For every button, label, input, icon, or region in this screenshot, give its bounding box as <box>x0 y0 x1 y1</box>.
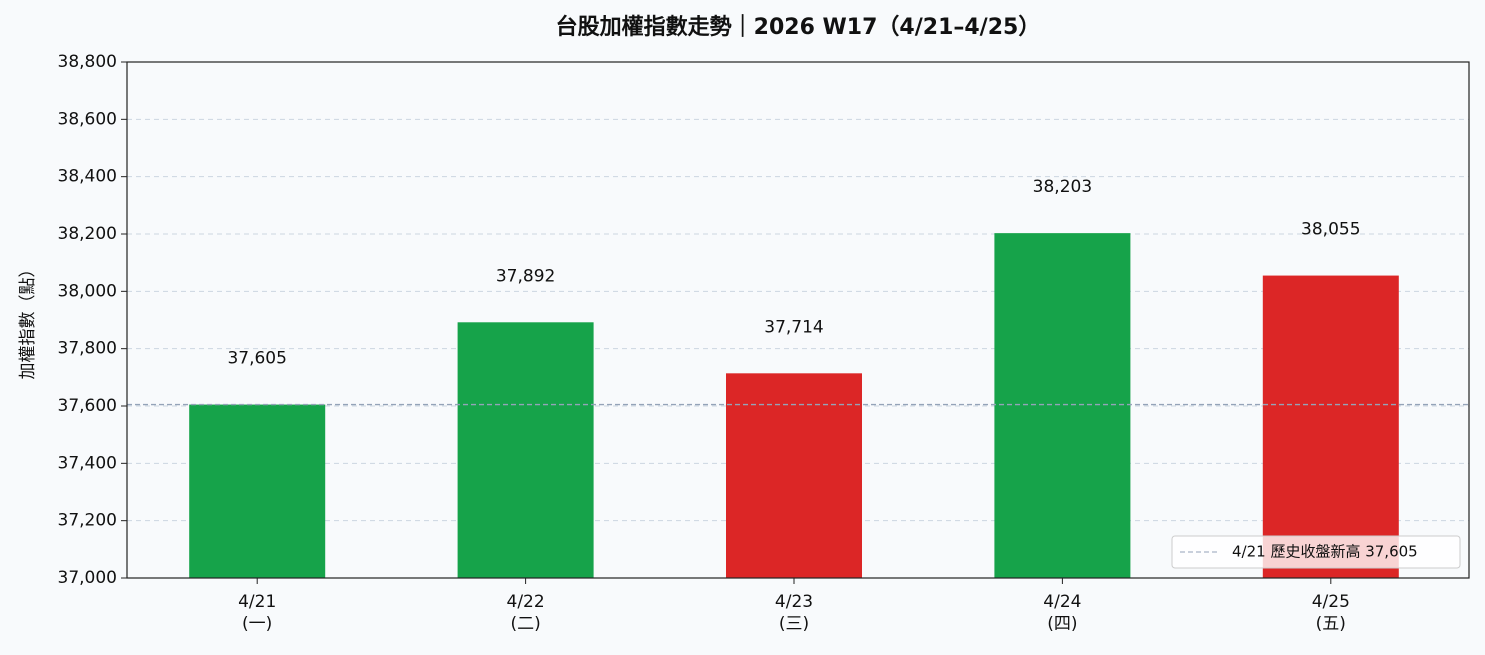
value-label: 38,055 <box>1301 220 1360 240</box>
y-axis-label: 加權指數（點） <box>18 261 38 380</box>
value-label: 37,605 <box>227 349 286 369</box>
y-tick-label: 37,800 <box>58 339 117 359</box>
bar <box>726 373 862 578</box>
bar <box>1262 275 1399 578</box>
y-tick-label: 38,600 <box>58 109 117 129</box>
bar <box>994 233 1131 578</box>
bar <box>189 404 326 578</box>
value-label: 37,714 <box>764 317 823 337</box>
y-tick-label: 38,000 <box>58 281 117 301</box>
y-tick-label: 37,200 <box>58 511 117 531</box>
legend-box <box>1171 535 1461 569</box>
x-tick-label: 4/23 (三) <box>774 592 814 634</box>
value-label: 37,892 <box>496 266 555 286</box>
y-tick-label: 38,400 <box>58 167 117 187</box>
plot-frame <box>126 61 1470 579</box>
x-tick-label: 4/21 (一) <box>238 592 277 634</box>
legend-label: 4/21 歷史收盤新高 37,605 <box>1232 543 1418 561</box>
x-tick-label: 4/22 (二) <box>506 592 545 634</box>
bar <box>457 322 594 578</box>
value-label: 38,203 <box>1033 177 1092 197</box>
y-tick-label: 37,400 <box>58 453 117 473</box>
y-tick-label: 37,600 <box>58 396 117 416</box>
chart-title: 台股加權指數走勢｜2026 W17（4/21–4/25） <box>556 14 1041 40</box>
y-tick-label: 38,800 <box>58 52 117 72</box>
y-tick-label: 38,200 <box>58 224 117 244</box>
x-tick-label: 4/24 (四) <box>1043 592 1082 634</box>
y-tick-label: 37,000 <box>58 568 117 588</box>
x-tick-label: 4/25 (五) <box>1311 592 1350 634</box>
